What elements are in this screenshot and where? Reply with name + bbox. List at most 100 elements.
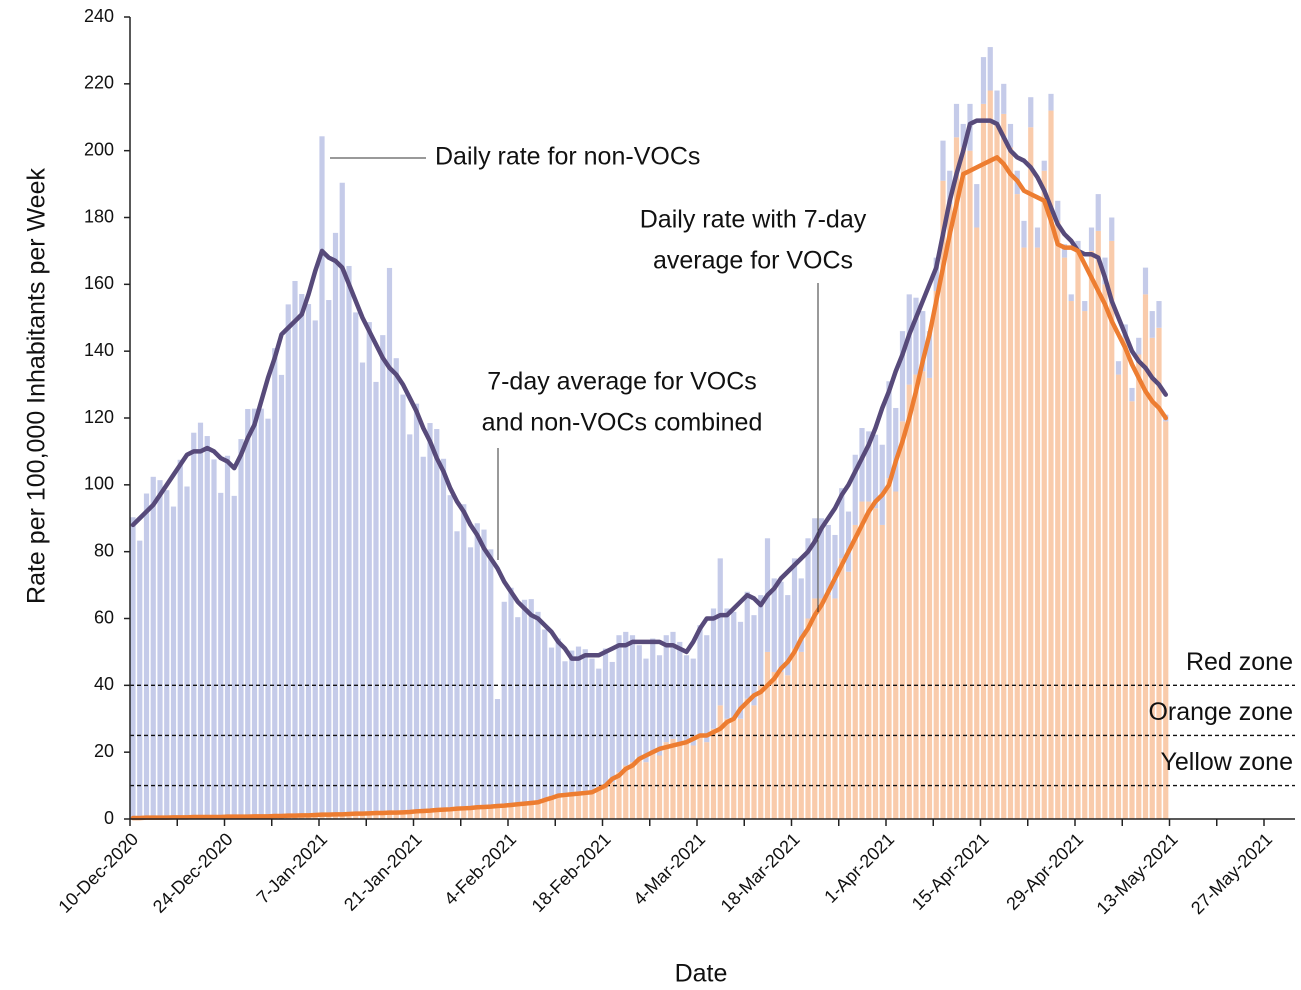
bar bbox=[508, 587, 514, 805]
bar bbox=[434, 809, 440, 819]
bar bbox=[629, 635, 636, 763]
bar bbox=[1034, 247, 1041, 819]
bar bbox=[886, 478, 892, 819]
bar bbox=[285, 304, 291, 816]
bar bbox=[258, 408, 264, 817]
bar bbox=[474, 807, 480, 819]
bar bbox=[339, 182, 345, 815]
bar bbox=[893, 407, 899, 492]
bar bbox=[427, 423, 433, 811]
bar bbox=[1075, 240, 1081, 251]
bar bbox=[1156, 327, 1162, 819]
bar bbox=[1001, 113, 1007, 820]
bar bbox=[157, 480, 163, 818]
bar bbox=[434, 429, 440, 810]
bar bbox=[1007, 123, 1014, 148]
bar bbox=[663, 742, 669, 819]
line bbox=[130, 118, 1168, 661]
bar bbox=[474, 523, 480, 808]
bar bbox=[461, 504, 467, 809]
line bbox=[130, 155, 1168, 821]
bar bbox=[663, 635, 669, 743]
bar bbox=[467, 547, 474, 808]
bar bbox=[197, 422, 204, 817]
bar bbox=[886, 381, 892, 479]
bar bbox=[704, 742, 710, 819]
bar bbox=[521, 599, 528, 804]
bar bbox=[326, 300, 332, 815]
bar bbox=[751, 615, 757, 706]
bar bbox=[812, 598, 818, 819]
bar bbox=[366, 322, 372, 814]
bar bbox=[224, 455, 231, 817]
bar bbox=[947, 204, 953, 820]
bar bbox=[717, 705, 723, 819]
x-tick-label: 10-Dec-2020 bbox=[54, 829, 142, 917]
bar bbox=[1082, 311, 1088, 819]
bar bbox=[1082, 301, 1088, 312]
bar bbox=[481, 806, 487, 819]
bar bbox=[825, 524, 831, 596]
bar bbox=[960, 123, 966, 148]
bar bbox=[170, 506, 177, 818]
x-tick-label: 18-Mar-2021 bbox=[717, 829, 804, 916]
bar bbox=[609, 661, 615, 783]
bar bbox=[899, 421, 906, 819]
bar bbox=[596, 788, 602, 819]
bar bbox=[359, 813, 366, 819]
bar bbox=[872, 508, 879, 819]
bar bbox=[400, 812, 406, 819]
bar bbox=[751, 705, 757, 819]
bar bbox=[569, 650, 575, 795]
bar bbox=[1115, 374, 1122, 819]
threshold-label: Orange zone bbox=[1148, 698, 1293, 726]
bar bbox=[528, 599, 534, 803]
y-tick-label: 220 bbox=[84, 73, 114, 93]
bar bbox=[731, 611, 737, 719]
bar bbox=[1088, 227, 1095, 251]
bar bbox=[670, 738, 676, 819]
bar bbox=[744, 698, 750, 819]
bar bbox=[758, 595, 764, 686]
bar bbox=[1109, 240, 1115, 819]
bar bbox=[420, 456, 426, 811]
bar bbox=[407, 434, 413, 812]
bar bbox=[704, 635, 710, 743]
bar bbox=[366, 813, 372, 819]
bar bbox=[717, 558, 723, 706]
bar bbox=[1149, 337, 1155, 819]
bar bbox=[812, 518, 818, 599]
bar bbox=[920, 311, 926, 372]
bar bbox=[548, 797, 555, 819]
bar bbox=[785, 595, 791, 676]
x-axis-title: Date bbox=[675, 960, 728, 988]
annotation: Daily rate for non-VOCs bbox=[435, 143, 700, 171]
bar bbox=[265, 418, 271, 817]
bar bbox=[872, 434, 879, 509]
x-tick-label: 15-Apr-2021 bbox=[908, 829, 993, 914]
bar bbox=[1021, 247, 1027, 819]
threshold-label: Red zone bbox=[1186, 648, 1293, 676]
x-tick-label: 7-Jan-2021 bbox=[253, 829, 332, 908]
bar bbox=[906, 384, 912, 819]
bar bbox=[508, 804, 514, 819]
bar bbox=[1048, 93, 1054, 111]
bar bbox=[245, 408, 251, 817]
bar bbox=[542, 799, 548, 819]
bar bbox=[1102, 284, 1108, 819]
bar bbox=[771, 671, 777, 819]
y-tick-label: 240 bbox=[84, 6, 114, 26]
bar bbox=[1021, 220, 1027, 248]
bar bbox=[953, 137, 960, 820]
bar bbox=[589, 658, 595, 793]
bar bbox=[744, 591, 750, 699]
bar bbox=[791, 558, 798, 649]
bar bbox=[400, 394, 406, 813]
bar bbox=[319, 136, 325, 815]
bar bbox=[1007, 147, 1014, 819]
bar bbox=[623, 631, 629, 766]
x-tick-label: 27-May-2021 bbox=[1187, 829, 1276, 918]
bar bbox=[636, 758, 642, 819]
bar bbox=[879, 444, 885, 525]
